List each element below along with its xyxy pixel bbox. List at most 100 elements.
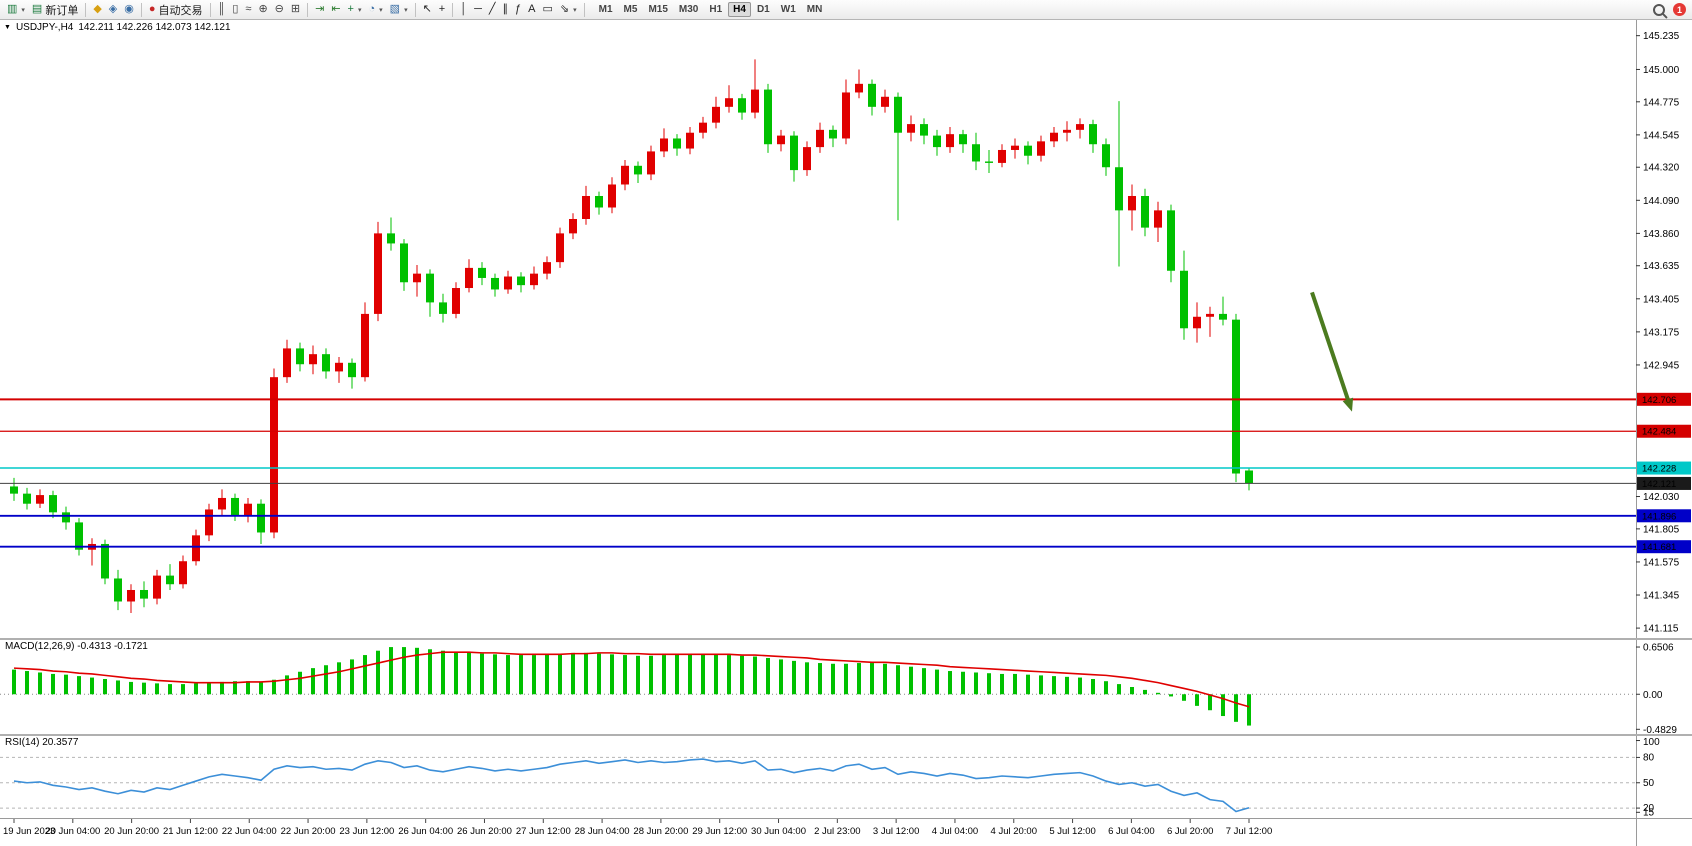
- templates-menu-icon: ▧: [389, 3, 401, 15]
- svg-text:141.805: 141.805: [1643, 524, 1680, 535]
- new-order-button[interactable]: ▤ 新订单: [29, 1, 81, 18]
- svg-text:3 Jul 12:00: 3 Jul 12:00: [873, 826, 919, 837]
- toolbar: ▥ ▾ ▤ 新订单 ◆ ◈ ◉ ● 自动交易 ║ ▯ ≈ ⊕ ⊖ ⊞ ⇥ ⇤ + ▾ ◔ ▾ ▧ ▾ ↖ + │ ─ ╱ ∥ ƒ A ▭ ⇘ ▾ …: [0, 0, 1692, 20]
- svg-text:22 Jun 04:00: 22 Jun 04:00: [222, 826, 277, 837]
- timeframe-h1-button[interactable]: H1: [709, 4, 723, 15]
- trend-arrow-annotation[interactable]: [1310, 291, 1354, 412]
- arrows-tool-button[interactable]: ⇘ ▾: [557, 1, 580, 18]
- svg-text:141.115: 141.115: [1643, 624, 1679, 635]
- price-axis-labels: 145.235 145.000 144.775 144.545 144.320 144.0…: [1636, 31, 1680, 635]
- templates-menu-button[interactable]: ▧ ▾: [387, 1, 411, 18]
- chart-type-menu-button[interactable]: ▥ ▾: [4, 1, 28, 18]
- navigator-button[interactable]: ◉: [121, 1, 137, 18]
- notification-badge[interactable]: 1: [1673, 3, 1686, 16]
- dropdown-arrow-icon: ▾: [357, 6, 362, 14]
- svg-text:0.6506: 0.6506: [1643, 643, 1674, 654]
- panel-splitter-macd[interactable]: [0, 638, 1692, 640]
- timeframe-m15-button[interactable]: M15: [648, 4, 668, 15]
- candles-view-icon: ▯: [232, 3, 239, 15]
- timeframe-m30-button[interactable]: M30: [678, 4, 699, 15]
- chart-shift-button[interactable]: ⇤: [328, 1, 343, 18]
- price-badge-142.121: 142.121: [1637, 476, 1691, 490]
- periods-menu-button[interactable]: ◔ ▾: [365, 1, 385, 18]
- svg-text:143.175: 143.175: [1643, 327, 1680, 338]
- indicators-menu-button[interactable]: + ▾: [345, 1, 365, 18]
- toolbar-separator: [414, 2, 416, 17]
- horizontal-line-tool-icon: ─: [474, 3, 482, 15]
- auto-trading-button[interactable]: ● 自动交易: [146, 1, 206, 18]
- svg-text:-0.4829: -0.4829: [1643, 725, 1677, 734]
- svg-text:4 Jul 20:00: 4 Jul 20:00: [991, 826, 1037, 837]
- navigator-icon: ◉: [124, 3, 134, 15]
- horizontal-line-tool-button[interactable]: ─: [471, 1, 485, 18]
- vertical-line-tool-button[interactable]: │: [457, 1, 470, 18]
- channel-tool-button[interactable]: ∥: [500, 1, 512, 18]
- toolbar-right-section: 1: [1653, 3, 1688, 16]
- market-watch-button[interactable]: ◆: [90, 1, 104, 18]
- zoom-out-button[interactable]: ⊖: [272, 1, 287, 18]
- collapse-chart-icon[interactable]: ▼: [4, 24, 11, 31]
- svg-text:20: 20: [1643, 803, 1655, 814]
- svg-text:142.945: 142.945: [1643, 360, 1680, 371]
- svg-text:26 Jun 04:00: 26 Jun 04:00: [398, 826, 453, 837]
- timeframe-m5-button[interactable]: M5: [623, 4, 638, 15]
- svg-text:15: 15: [1643, 807, 1655, 818]
- tile-windows-button[interactable]: ⊞: [288, 1, 303, 18]
- label-tool-button[interactable]: ▭: [540, 1, 556, 18]
- price-badge-142.706: 142.706: [1637, 392, 1691, 406]
- svg-text:144.320: 144.320: [1643, 163, 1680, 174]
- macd-signal-line: [13, 651, 1250, 708]
- channel-tool-icon: ∥: [502, 3, 509, 15]
- price-chart-canvas[interactable]: 145.235 145.000 144.775 144.545 144.320 144.0…: [0, 20, 1692, 638]
- timeframe-h4-button[interactable]: H4: [728, 2, 751, 17]
- line-view-button[interactable]: ≈: [242, 1, 254, 18]
- bars-view-icon: ║: [217, 3, 226, 15]
- toolbar-separator: [452, 2, 454, 17]
- data-window-button[interactable]: ◈: [106, 1, 120, 18]
- auto-trading-icon: ●: [148, 3, 156, 15]
- svg-text:23 Jun 12:00: 23 Jun 12:00: [339, 826, 394, 837]
- vertical-line-tool-icon: │: [460, 3, 468, 15]
- main-chart-panel[interactable]: ▼ USDJPY-,H4 142.211 142.226 142.073 142…: [0, 20, 1692, 638]
- candles-view-button[interactable]: ▯: [229, 1, 241, 18]
- text-tool-button[interactable]: A: [525, 1, 538, 18]
- macd-panel[interactable]: MACD(12,26,9) -0.4313 -0.1721 0.6506 0.00…: [0, 640, 1692, 734]
- timeframe-m1-button[interactable]: M1: [598, 4, 613, 15]
- crosshair-tool-button[interactable]: +: [436, 1, 448, 18]
- auto-scroll-button[interactable]: ⇥: [312, 1, 327, 18]
- zoom-in-button[interactable]: ⊕: [255, 1, 270, 18]
- svg-text:144.545: 144.545: [1643, 130, 1680, 141]
- trendline-tool-icon: ╱: [488, 3, 496, 15]
- macd-canvas[interactable]: 0.6506 0.00 -0.4829: [0, 640, 1692, 734]
- svg-text:27 Jun 12:00: 27 Jun 12:00: [516, 826, 571, 837]
- svg-text:6 Jul 20:00: 6 Jul 20:00: [1167, 826, 1213, 837]
- trendline-tool-button[interactable]: ╱: [486, 1, 499, 18]
- svg-text:143.635: 143.635: [1643, 261, 1680, 272]
- dropdown-arrow-icon: ▾: [21, 6, 25, 14]
- cursor-tool-button[interactable]: ↖: [420, 1, 435, 18]
- svg-text:142.030: 142.030: [1643, 492, 1680, 503]
- data-window-icon: ◈: [108, 3, 118, 15]
- svg-text:5 Jul 12:00: 5 Jul 12:00: [1049, 826, 1095, 837]
- timeframe-w1-button[interactable]: W1: [780, 4, 796, 15]
- crosshair-tool-icon: +: [438, 3, 446, 15]
- timeframe-mn-button[interactable]: MN: [806, 4, 823, 15]
- rsi-panel[interactable]: RSI(14) 20.3577 100 80 50 20 15: [0, 736, 1692, 818]
- panel-splitter-rsi[interactable]: [0, 734, 1692, 736]
- toolbar-button-group: ▥ ▾ ▤ 新订单 ◆ ◈ ◉ ● 自动交易 ║ ▯ ≈ ⊕ ⊖ ⊞ ⇥ ⇤ + ▾ ◔ ▾ ▧ ▾ ↖ + │ ─ ╱ ∥ ƒ A ▭ ⇘ ▾: [4, 1, 588, 18]
- toolbar-separator: [209, 2, 211, 17]
- rsi-line: [13, 758, 1250, 813]
- timeframe-d1-button[interactable]: D1: [756, 4, 770, 15]
- svg-text:26 Jun 20:00: 26 Jun 20:00: [457, 826, 512, 837]
- auto-trading-button-label: 自动交易: [158, 4, 203, 17]
- label-tool-icon: ▭: [542, 3, 553, 15]
- cursor-tool-icon: ↖: [422, 3, 432, 15]
- fibonacci-tool-button[interactable]: ƒ: [512, 1, 524, 18]
- toolbar-separator: [307, 2, 309, 17]
- time-axis[interactable]: 19 Jun 2023 20 Jun 04:00 20 Jun 20:00 21 Ju…: [0, 818, 1692, 846]
- search-icon[interactable]: [1653, 3, 1665, 16]
- bars-view-button[interactable]: ║: [215, 1, 229, 18]
